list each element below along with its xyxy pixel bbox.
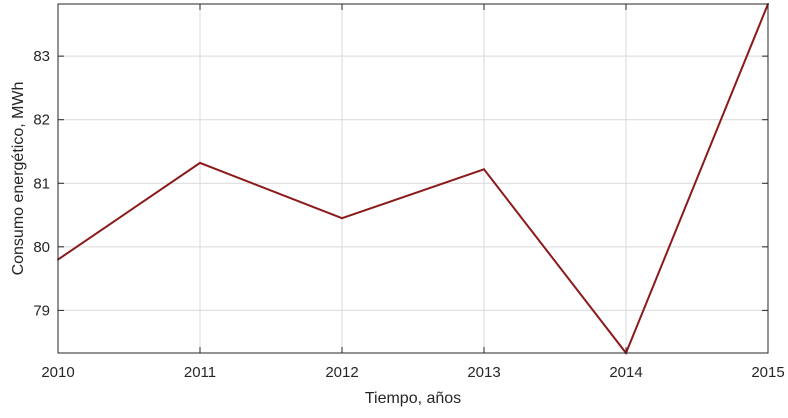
- series-line: [57, 3, 769, 355]
- x-tick-label: 2013: [467, 364, 500, 381]
- grid-lines: [57, 4, 769, 353]
- y-axis-label: Consumo energético, MWh: [10, 82, 27, 276]
- data-point: [199, 161, 201, 164]
- y-tick-label: 83: [33, 48, 50, 65]
- y-tick-label: 79: [33, 302, 50, 319]
- data-point: [341, 217, 343, 220]
- plot-frame: [57, 3, 769, 354]
- x-tick-label: 2014: [609, 364, 642, 381]
- x-tick-label: 2011: [184, 364, 216, 381]
- y-tick-label: 80: [33, 239, 50, 256]
- x-tick-label: 2015: [751, 364, 784, 381]
- y-tick-label: 81: [33, 175, 50, 192]
- tick-marks: [57, 4, 769, 353]
- data-point: [483, 168, 485, 171]
- x-tick-labels: 2010 2011 2012 2013 2014 2015: [41, 364, 784, 381]
- x-tick-label: 2012: [325, 364, 358, 381]
- y-tick-labels: 79 80 81 82 83: [33, 48, 50, 319]
- x-tick-label: 2010: [41, 364, 74, 381]
- y-tick-label: 82: [33, 112, 50, 129]
- x-axis-label: Tiempo, años: [365, 390, 461, 407]
